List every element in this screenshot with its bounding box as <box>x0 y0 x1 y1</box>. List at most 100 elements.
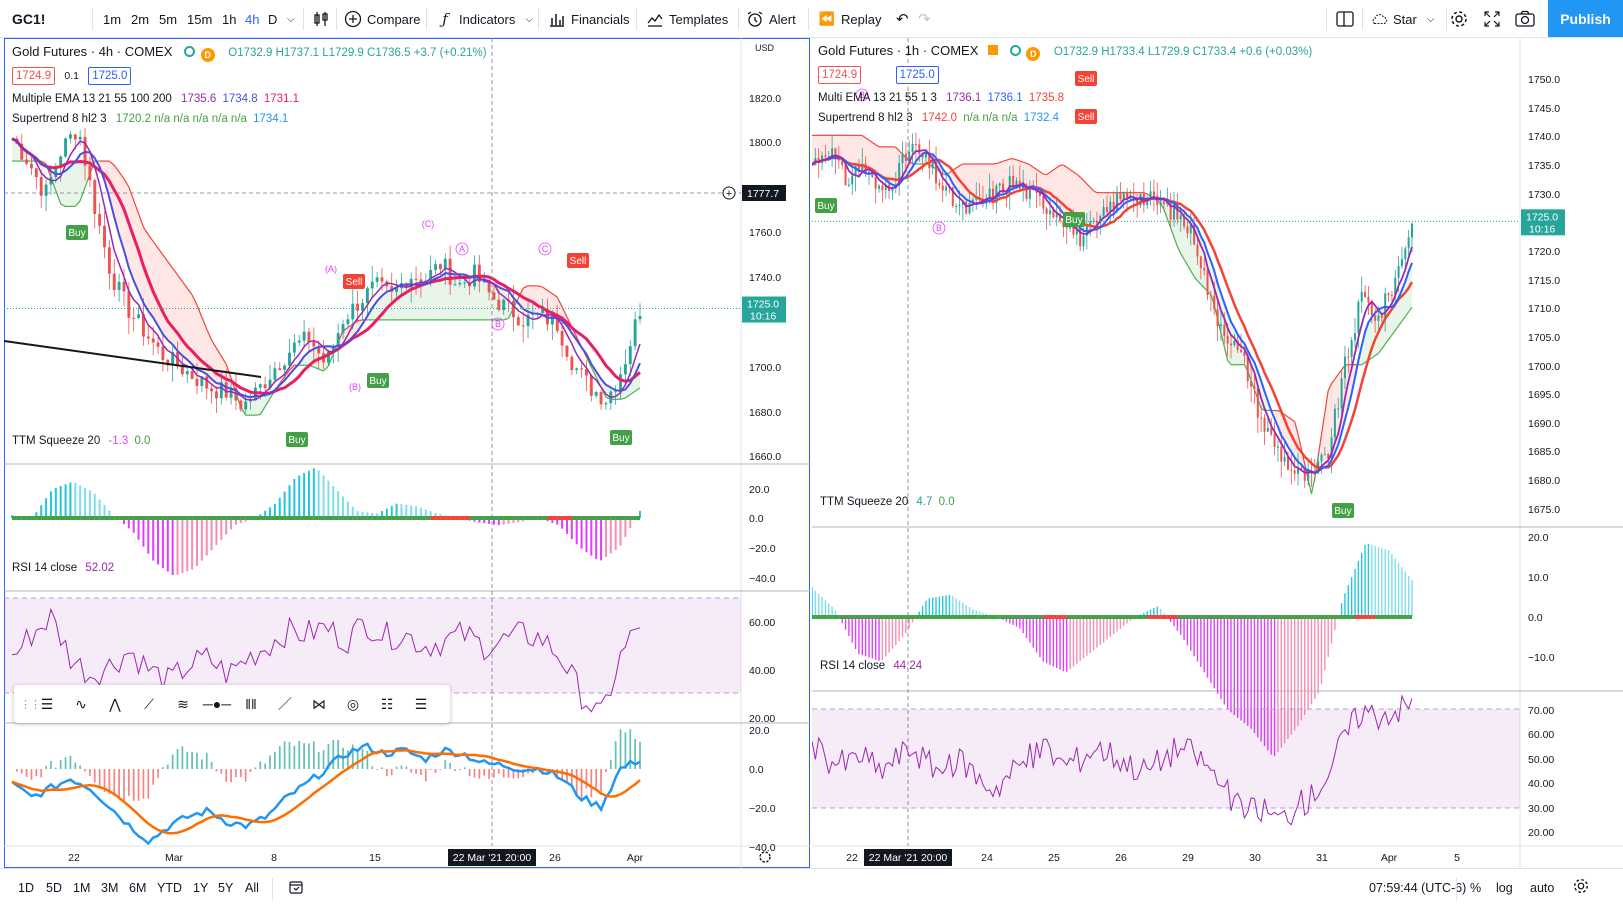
range-1m[interactable]: 1M <box>73 881 91 895</box>
range-6m[interactable]: 6M <box>129 881 147 895</box>
ask-price[interactable]: 1725.0 <box>895 66 939 84</box>
right-supertrend-legend[interactable]: Supertrend 8 hl2 3 1742.0 n/a n/a n/a 17… <box>818 112 1059 124</box>
supertrend-fill <box>153 241 159 326</box>
ask-price[interactable]: 1725.0 <box>88 67 132 85</box>
range-ytd[interactable]: YTD <box>157 881 182 895</box>
candle-body <box>511 300 515 318</box>
chart-style-button[interactable] <box>312 7 330 31</box>
left-supertrend-legend[interactable]: Supertrend 8 hl2 3 1720.2 n/a n/a n/a n/… <box>12 113 288 125</box>
separator <box>636 8 637 30</box>
candle-body <box>1276 446 1279 448</box>
candle-body <box>1002 183 1005 193</box>
supertrend-fill <box>858 135 863 172</box>
right-ema-legend[interactable]: Multi EMA 13 21 55 1 3 1736.1 1736.1 173… <box>818 92 1064 104</box>
supertrend-line <box>259 406 266 415</box>
alarm-clock-icon <box>746 10 764 28</box>
settings-gear-icon[interactable] <box>1449 7 1469 31</box>
clock-time[interactable]: 07:59:44 (UTC-6) <box>1369 881 1467 895</box>
supertrend-line <box>1388 334 1393 340</box>
candle-body <box>25 159 29 164</box>
left-ema-legend[interactable]: Multiple EMA 13 21 55 100 200 1735.6 173… <box>12 93 299 105</box>
redo-icon[interactable]: ↷ <box>918 11 931 28</box>
candle-body <box>336 333 340 347</box>
interval-1m[interactable]: 1m <box>103 11 122 27</box>
ray-icon[interactable]: ／ <box>278 696 292 712</box>
right-ttm-legend[interactable]: TTM Squeeze 20 4.7 0.0 <box>820 496 955 508</box>
interval-4h[interactable]: 4h <box>245 11 260 27</box>
alert-button[interactable]: Alert <box>746 7 796 31</box>
left-rsi-legend[interactable]: RSI 14 close 52.02 <box>12 562 114 574</box>
horizontal-ray-icon[interactable]: ─●─ <box>202 696 232 712</box>
interval-5m[interactable]: 5m <box>159 11 178 27</box>
more-options-icon[interactable]: ☰ <box>414 695 428 712</box>
supertrend-fill <box>372 301 378 320</box>
vertical-lines-icon[interactable]: ‖‖ <box>245 696 257 712</box>
supertrend-line <box>1381 343 1386 350</box>
abc-pattern-icon[interactable]: ⋀ <box>109 695 121 712</box>
ohlc-values: O1732.9 H1733.4 L1729.9 C1733.4 +0.6 (+0… <box>1053 46 1313 58</box>
interval-2m[interactable]: 2m <box>131 11 150 27</box>
camera-snapshot-icon[interactable] <box>1514 7 1536 31</box>
percent-toggle[interactable]: % <box>1470 881 1482 895</box>
log-toggle[interactable]: log <box>1496 881 1513 895</box>
supertrend-fill <box>848 135 853 167</box>
ema-line <box>11 137 641 401</box>
right-chart-pane[interactable]: Sell Buy Buy Sell Buy B B 1750.0 1745.0 1740.0 173… <box>812 38 1623 868</box>
supertrend-line <box>1310 478 1316 495</box>
right-rsi-legend[interactable]: RSI 14 close 44.24 <box>820 660 922 672</box>
star-button[interactable]: Star ⌵ <box>1370 7 1434 31</box>
interval-15m[interactable]: 15m <box>187 11 213 27</box>
range-5d[interactable]: 5D <box>46 881 62 895</box>
bid-price[interactable]: 1724.9 <box>818 66 862 84</box>
templates-button[interactable]: Templates <box>646 7 728 31</box>
candle-body <box>395 288 399 292</box>
drag-handle-icon[interactable]: ⋮⋮ <box>20 698 41 711</box>
goto-date-icon[interactable] <box>288 879 304 898</box>
undo-icon[interactable]: ↶ <box>896 11 909 28</box>
settings-gear-icon[interactable] <box>1572 877 1590 898</box>
financials-button[interactable]: Financials <box>548 7 630 31</box>
supertrend-fill <box>469 276 475 320</box>
price-tick-label: 1680.0 <box>749 407 781 419</box>
candle-body <box>463 282 467 284</box>
auto-toggle[interactable]: auto <box>1530 881 1555 895</box>
pattern-icon[interactable]: ⋈ <box>312 695 326 712</box>
range-all[interactable]: All <box>245 881 259 895</box>
compare-button[interactable]: Compare <box>344 7 420 31</box>
candle-body <box>1173 203 1176 220</box>
fullscreen-icon[interactable] <box>1483 7 1501 31</box>
layout-button[interactable] <box>1335 7 1355 31</box>
price-tick-label: 1685.0 <box>1528 446 1560 458</box>
candle-body <box>958 204 961 206</box>
right-chart-canvas[interactable]: Sell Buy Buy Sell Buy B B 1750.0 1745.0 1740.0 173… <box>812 38 1623 868</box>
candle-body <box>1196 244 1199 257</box>
left-ttm-legend[interactable]: TTM Squeeze 20 -1.3 0.0 <box>12 435 150 447</box>
ema-line <box>11 137 641 399</box>
elliott-wave-icon[interactable]: ∿ <box>75 695 87 712</box>
fib-retracement-icon[interactable]: ☰ <box>40 695 54 712</box>
settings-list-icon[interactable]: ☷ <box>380 695 394 712</box>
interval-1h[interactable]: 1h <box>222 11 237 27</box>
publish-button[interactable]: Publish <box>1548 0 1623 37</box>
parallel-channel-icon[interactable]: ≋ <box>177 695 189 712</box>
left-chart-canvas[interactable]: Buy Sell Buy Buy Sell Buy (A) (B) (C) A B C 1820.0 18… <box>4 38 810 868</box>
symbol-search[interactable]: GC1! <box>12 7 45 31</box>
fib-spiral-icon[interactable]: ◎ <box>346 695 360 712</box>
left-chart-pane[interactable]: Buy Sell Buy Buy Sell Buy (A) (B) (C) A B C 1820.0 18… <box>4 38 810 868</box>
signal-text: Buy <box>817 201 834 212</box>
range-5y[interactable]: 5Y <box>218 881 234 895</box>
intervals-chevron-down-icon[interactable]: ⌵ <box>287 13 295 25</box>
trend-line-icon[interactable]: ⟋ <box>144 695 154 712</box>
range-1y[interactable]: 1Y <box>193 881 209 895</box>
candle-body <box>1065 227 1068 229</box>
range-1d[interactable]: 1D <box>18 881 34 895</box>
candle-body <box>1216 309 1219 327</box>
bid-price[interactable]: 1724.9 <box>12 67 56 85</box>
indicators-button[interactable]: ƒ Indicators ⌵ <box>436 7 533 31</box>
replay-button[interactable]: ⏪ Replay <box>818 7 882 31</box>
candle-body <box>1380 315 1383 318</box>
interval-d[interactable]: D <box>268 11 278 27</box>
range-3m[interactable]: 3M <box>101 881 119 895</box>
candle-body <box>171 352 175 366</box>
supertrend-fill <box>855 135 859 171</box>
